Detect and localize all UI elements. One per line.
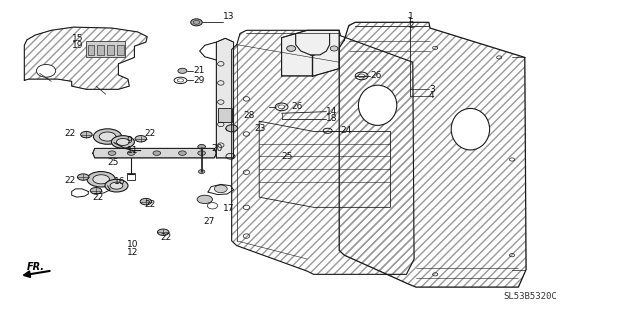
Text: SL53B5320C: SL53B5320C bbox=[503, 292, 557, 300]
Ellipse shape bbox=[90, 188, 102, 194]
Text: 23: 23 bbox=[255, 124, 266, 133]
Ellipse shape bbox=[358, 85, 397, 125]
Ellipse shape bbox=[197, 195, 212, 204]
Ellipse shape bbox=[36, 64, 56, 77]
Text: 2: 2 bbox=[408, 21, 414, 30]
Ellipse shape bbox=[105, 179, 128, 192]
Text: 22: 22 bbox=[93, 193, 104, 202]
Text: 24: 24 bbox=[340, 126, 352, 135]
Bar bbox=[97, 45, 104, 55]
Ellipse shape bbox=[191, 19, 202, 26]
Polygon shape bbox=[86, 41, 125, 57]
Text: 22: 22 bbox=[145, 200, 156, 209]
Ellipse shape bbox=[179, 151, 186, 155]
Bar bbox=[88, 45, 94, 55]
Ellipse shape bbox=[198, 151, 205, 155]
Bar bbox=[218, 108, 232, 122]
Ellipse shape bbox=[108, 151, 116, 155]
Ellipse shape bbox=[451, 108, 490, 150]
Polygon shape bbox=[282, 30, 339, 76]
Polygon shape bbox=[93, 148, 216, 158]
Bar bbox=[117, 45, 124, 55]
Text: 20: 20 bbox=[211, 144, 223, 153]
Ellipse shape bbox=[135, 136, 147, 142]
Polygon shape bbox=[216, 38, 234, 158]
Text: 13: 13 bbox=[223, 12, 234, 21]
Text: 22: 22 bbox=[160, 233, 172, 242]
Text: 15: 15 bbox=[72, 34, 83, 43]
Ellipse shape bbox=[77, 174, 89, 180]
Ellipse shape bbox=[157, 229, 169, 235]
Text: 16: 16 bbox=[114, 177, 125, 186]
Text: 22: 22 bbox=[64, 176, 76, 185]
Bar bbox=[108, 45, 114, 55]
Text: 22: 22 bbox=[145, 130, 156, 138]
Text: 3: 3 bbox=[429, 85, 435, 94]
Ellipse shape bbox=[214, 185, 227, 193]
Text: 19: 19 bbox=[72, 41, 83, 50]
Ellipse shape bbox=[178, 68, 187, 73]
Text: 21: 21 bbox=[193, 66, 205, 75]
Ellipse shape bbox=[99, 132, 116, 141]
Ellipse shape bbox=[330, 46, 338, 51]
Ellipse shape bbox=[93, 175, 109, 184]
Text: 22: 22 bbox=[64, 130, 76, 138]
Text: 14: 14 bbox=[326, 107, 338, 116]
Ellipse shape bbox=[87, 172, 115, 187]
Ellipse shape bbox=[198, 145, 205, 149]
Text: 11: 11 bbox=[127, 146, 138, 155]
Text: 1: 1 bbox=[408, 12, 414, 21]
Text: 17: 17 bbox=[223, 204, 234, 213]
Text: 26: 26 bbox=[370, 71, 381, 80]
Bar bbox=[127, 173, 135, 180]
Text: 29: 29 bbox=[193, 76, 205, 85]
Ellipse shape bbox=[127, 151, 135, 155]
Ellipse shape bbox=[110, 182, 123, 189]
Ellipse shape bbox=[116, 138, 129, 145]
Text: 9: 9 bbox=[127, 137, 132, 145]
Text: 27: 27 bbox=[204, 217, 215, 226]
Text: 18: 18 bbox=[326, 114, 338, 123]
Ellipse shape bbox=[111, 136, 134, 148]
Ellipse shape bbox=[153, 151, 161, 155]
Text: 25: 25 bbox=[108, 158, 119, 167]
Ellipse shape bbox=[226, 125, 237, 132]
Ellipse shape bbox=[198, 170, 205, 174]
Text: 25: 25 bbox=[282, 152, 293, 161]
Ellipse shape bbox=[93, 129, 122, 144]
Text: 4: 4 bbox=[429, 91, 435, 100]
Text: 10: 10 bbox=[127, 240, 138, 249]
Ellipse shape bbox=[140, 198, 152, 205]
Ellipse shape bbox=[81, 131, 92, 138]
Text: 12: 12 bbox=[127, 248, 138, 256]
Ellipse shape bbox=[287, 46, 296, 51]
Text: 26: 26 bbox=[291, 102, 303, 111]
Text: 28: 28 bbox=[243, 111, 255, 120]
Text: FR.: FR. bbox=[27, 262, 45, 272]
